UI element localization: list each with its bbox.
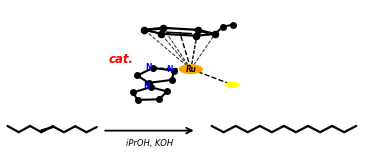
Point [150, 67, 156, 69]
Text: N: N [143, 82, 149, 91]
Point [158, 32, 164, 35]
Point [146, 82, 152, 84]
Point [134, 74, 140, 77]
Point [130, 91, 136, 94]
Circle shape [179, 64, 203, 74]
Point [193, 35, 199, 37]
Circle shape [225, 82, 240, 88]
Text: Ru: Ru [186, 65, 196, 74]
Text: N: N [145, 63, 152, 72]
Point [160, 27, 166, 29]
Point [141, 29, 147, 31]
Point [171, 69, 177, 72]
Point [148, 86, 154, 89]
Point [220, 26, 226, 28]
Point [164, 90, 170, 93]
Text: N: N [166, 65, 173, 74]
Point [212, 33, 218, 35]
Point [195, 29, 201, 31]
Text: cat.: cat. [109, 53, 134, 66]
Text: iPrOH, KOH: iPrOH, KOH [126, 139, 173, 148]
Point [135, 99, 141, 101]
Point [156, 98, 162, 100]
Point [230, 23, 236, 26]
Point [169, 79, 175, 81]
